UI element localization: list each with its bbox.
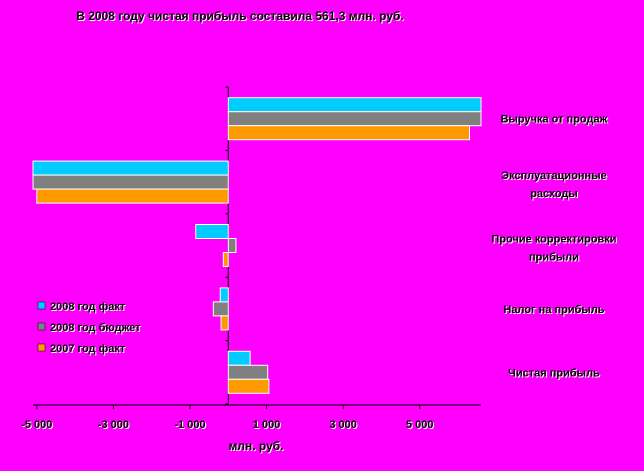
category-label: Выручка от продаж: [501, 114, 608, 126]
x-tick-label: 3 000: [329, 419, 357, 431]
x-tick-label: 1 000: [253, 419, 281, 431]
svg-text:расходы: расходы: [531, 189, 579, 201]
bar-2007-год-факт-2: [222, 252, 229, 267]
bar-2008-год-бюджет-2: [227, 238, 237, 253]
x-tick-label: -1 000: [174, 419, 205, 431]
category-label: Прочие корректировки: [491, 234, 616, 246]
bar-2008-год-факт-3: [219, 287, 229, 303]
category-label: Эксплуатационные: [501, 170, 606, 182]
bar-2007-год-факт-0: [227, 125, 471, 141]
chart-title: В 2008 году чистая прибыль составила 561…: [76, 9, 404, 23]
svg-text:-5 000: -5 000: [22, 420, 53, 432]
legend-label: 2008 год бюджет: [50, 322, 141, 334]
svg-text:Выручка от продаж: Выручка от продаж: [502, 115, 609, 127]
bar-2008-год-бюджет-3: [212, 301, 229, 317]
category-label: расходы: [530, 188, 578, 200]
x-axis-title: млн. руб.: [228, 439, 284, 453]
svg-text:-1 000: -1 000: [175, 420, 206, 432]
svg-text:Налог на прибыль: Налог на прибыль: [504, 305, 605, 317]
svg-text:1 000: 1 000: [254, 420, 282, 432]
category-label: Налог на прибыль: [503, 304, 604, 316]
svg-text:-3 000: -3 000: [99, 420, 130, 432]
svg-text:2007 год факт: 2007 год факт: [51, 344, 127, 356]
bar-2008-год-бюджет-4: [227, 364, 269, 380]
category-label: прибыли: [529, 252, 579, 264]
svg-text:Прочие корректировки: Прочие корректировки: [492, 235, 617, 247]
x-tick-label: -3 000: [98, 419, 129, 431]
bar-2007-год-факт-3: [220, 315, 229, 331]
bar-2008-год-факт-4: [227, 350, 251, 366]
bar-2007-год-факт-4: [227, 378, 270, 394]
bar-2007-год-факт-1: [36, 188, 229, 204]
x-tick-label: -5 000: [21, 419, 52, 431]
x-tick-label: 5 000: [406, 419, 434, 431]
bar-2008-год-факт-2: [195, 224, 229, 239]
bar-2008-год-бюджет-0: [227, 111, 482, 127]
svg-text:прибыли: прибыли: [530, 253, 580, 265]
svg-text:2008 год факт: 2008 год факт: [51, 302, 127, 314]
svg-text:Чистая прибыль: Чистая прибыль: [509, 368, 601, 380]
svg-text:Эксплуатационные: Эксплуатационные: [502, 171, 607, 183]
legend-label: 2007 год факт: [50, 343, 126, 355]
bar-2008-год-факт-0: [227, 97, 482, 113]
bar-2008-год-бюджет-1: [32, 174, 229, 190]
legend-swatch-2008-год-бюджет: [37, 322, 46, 331]
svg-text:2008 год бюджет: 2008 год бюджет: [51, 323, 142, 335]
svg-text:5 000: 5 000: [407, 420, 435, 432]
svg-text:3 000: 3 000: [330, 420, 358, 432]
legend-swatch-2007-год-факт: [37, 343, 46, 352]
legend-label: 2008 год факт: [50, 301, 126, 313]
legend-swatch-2008-год-факт: [37, 301, 46, 310]
bar-2008-год-факт-1: [32, 160, 229, 176]
category-label: Чистая прибыль: [508, 367, 600, 379]
